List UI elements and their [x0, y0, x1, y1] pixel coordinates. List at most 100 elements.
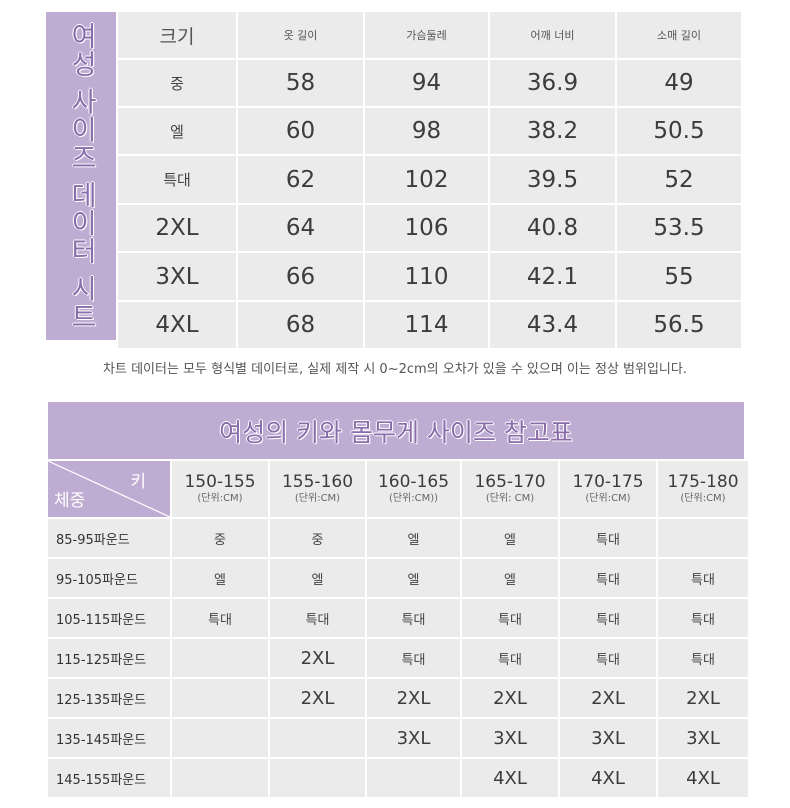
height-range: 175-180: [667, 472, 739, 492]
recommended-size-cell: [658, 519, 748, 557]
recommended-size-cell: [172, 679, 268, 717]
weight-row-label: 105-115파운드: [48, 599, 170, 637]
height-range: 165-170: [474, 472, 546, 492]
height-column-header: 150-155 (단위:CM): [172, 461, 268, 517]
size-value-cell: 110: [365, 253, 488, 300]
recommended-size-cell: 2XL: [462, 679, 558, 717]
recommended-size-cell: 특대: [462, 599, 558, 637]
recommended-size-cell: 특대: [658, 639, 748, 677]
chart-note: 차트 데이터는 모두 형식별 데이터로, 실제 제작 시 0~2cm의 오차가 …: [103, 362, 687, 377]
height-column-header: 155-160 (단위:CM): [270, 461, 365, 517]
size-chart-header-cell: 크기: [118, 12, 236, 58]
size-value-cell: 36.9: [490, 60, 615, 106]
size-value-cell: 68: [238, 302, 363, 348]
height-unit: (단위:CM): [197, 493, 243, 504]
recommended-size-cell: 특대: [560, 639, 656, 677]
women-size-chart: 여성 사이즈 데이터 시트 크기 옷 길이 가슴둘레 어깨 너비 소매 길이 중 58 94 3…: [46, 12, 742, 348]
recommended-size-cell: 2XL: [270, 639, 365, 677]
size-chart-header-cell: 옷 길이: [238, 12, 363, 58]
size-value-cell: 66: [238, 253, 363, 300]
size-value-cell: 42.1: [490, 253, 615, 300]
height-weight-title: 여성의 키와 몸무게 사이즈 참고표: [219, 417, 573, 447]
size-value-cell: 38.2: [490, 108, 615, 154]
height-weight-title-bar: 여성의 키와 몸무게 사이즈 참고표: [48, 402, 744, 459]
height-column-header: 175-180 (단위:CM): [658, 461, 748, 517]
height-range: 155-160: [281, 472, 354, 492]
size-value-cell: 94: [365, 60, 488, 106]
recommended-size-cell: 엘: [462, 519, 558, 557]
recommended-size-cell: [270, 759, 365, 797]
recommended-size-cell: [172, 759, 268, 797]
size-chart-header-cell: 어깨 너비: [490, 12, 615, 58]
weight-row-label: 85-95파운드: [48, 519, 170, 557]
recommended-size-cell: 2XL: [658, 679, 748, 717]
side-title-text: 여성 사이즈 데이터 시트: [65, 21, 97, 331]
size-value-cell: 60: [238, 108, 363, 154]
height-weight-grid: 키 체중 150-155 (단위:CM) 155-160 (단위:CM) 160-165…: [48, 461, 748, 797]
recommended-size-cell: 엘: [462, 559, 558, 597]
recommended-size-cell: [367, 759, 460, 797]
size-value-cell: 102: [365, 156, 488, 203]
recommended-size-cell: [172, 719, 268, 757]
recommended-size-cell: 엘: [367, 519, 460, 557]
weight-row-label: 115-125파운드: [48, 639, 170, 677]
recommended-size-cell: 특대: [172, 599, 268, 637]
recommended-size-cell: 중: [172, 519, 268, 557]
recommended-size-cell: 3XL: [462, 719, 558, 757]
recommended-size-cell: 2XL: [367, 679, 460, 717]
size-value-cell: 58: [238, 60, 363, 106]
recommended-size-cell: 엘: [367, 559, 460, 597]
height-column-header: 170-175 (단위:CM): [560, 461, 656, 517]
size-value-cell: 39.5: [490, 156, 615, 203]
height-range: 150-155: [184, 472, 256, 492]
recommended-size-cell: [270, 719, 365, 757]
size-value-cell: 64: [238, 205, 363, 251]
size-label-cell: 특대: [118, 156, 236, 203]
size-value-cell: 62: [238, 156, 363, 203]
size-chart-header-cell: 소매 길이: [617, 12, 741, 58]
recommended-size-cell: 특대: [560, 519, 656, 557]
height-column-header: 160-165 (단위:CM)): [367, 461, 460, 517]
height-unit: (단위:CM): [680, 493, 726, 504]
recommended-size-cell: 3XL: [658, 719, 748, 757]
recommended-size-cell: 특대: [658, 599, 748, 637]
recommended-size-cell: 중: [270, 519, 365, 557]
recommended-size-cell: 특대: [560, 559, 656, 597]
recommended-size-cell: 2XL: [560, 679, 656, 717]
weight-row-label: 135-145파운드: [48, 719, 170, 757]
weight-row-label: 95-105파운드: [48, 559, 170, 597]
height-unit: (단위: CM): [485, 493, 535, 504]
recommended-size-cell: 엘: [172, 559, 268, 597]
recommended-size-cell: [172, 639, 268, 677]
size-value-cell: 106: [365, 205, 488, 251]
size-value-cell: 43.4: [490, 302, 615, 348]
height-column-header: 165-170 (단위: CM): [462, 461, 558, 517]
size-label-cell: 중: [118, 60, 236, 106]
size-value-cell: 56.5: [617, 302, 741, 348]
size-label-cell: 엘: [118, 108, 236, 154]
recommended-size-cell: 2XL: [270, 679, 365, 717]
height-range: 170-175: [572, 472, 644, 492]
size-value-cell: 53.5: [617, 205, 741, 251]
size-value-cell: 40.8: [490, 205, 615, 251]
recommended-size-cell: 3XL: [560, 719, 656, 757]
height-unit: (단위:CM): [294, 493, 341, 504]
height-unit: (단위:CM)): [388, 493, 439, 504]
recommended-size-cell: 특대: [658, 559, 748, 597]
recommended-size-cell: 4XL: [560, 759, 656, 797]
recommended-size-cell: 특대: [270, 599, 365, 637]
recommended-size-cell: 특대: [367, 639, 460, 677]
corner-weight-label: 체중: [54, 491, 86, 511]
size-chart-side-title: 여성 사이즈 데이터 시트: [46, 12, 116, 340]
size-value-cell: 52: [617, 156, 741, 203]
recommended-size-cell: 4XL: [658, 759, 748, 797]
recommended-size-cell: 특대: [367, 599, 460, 637]
size-label-cell: 3XL: [118, 253, 236, 300]
corner-header-cell: 키 체중: [48, 461, 170, 517]
size-value-cell: 55: [617, 253, 741, 300]
corner-diagonal-line: [48, 461, 170, 517]
weight-row-label: 145-155파운드: [48, 759, 170, 797]
recommended-size-cell: 엘: [270, 559, 365, 597]
weight-row-label: 125-135파운드: [48, 679, 170, 717]
recommended-size-cell: 3XL: [367, 719, 460, 757]
